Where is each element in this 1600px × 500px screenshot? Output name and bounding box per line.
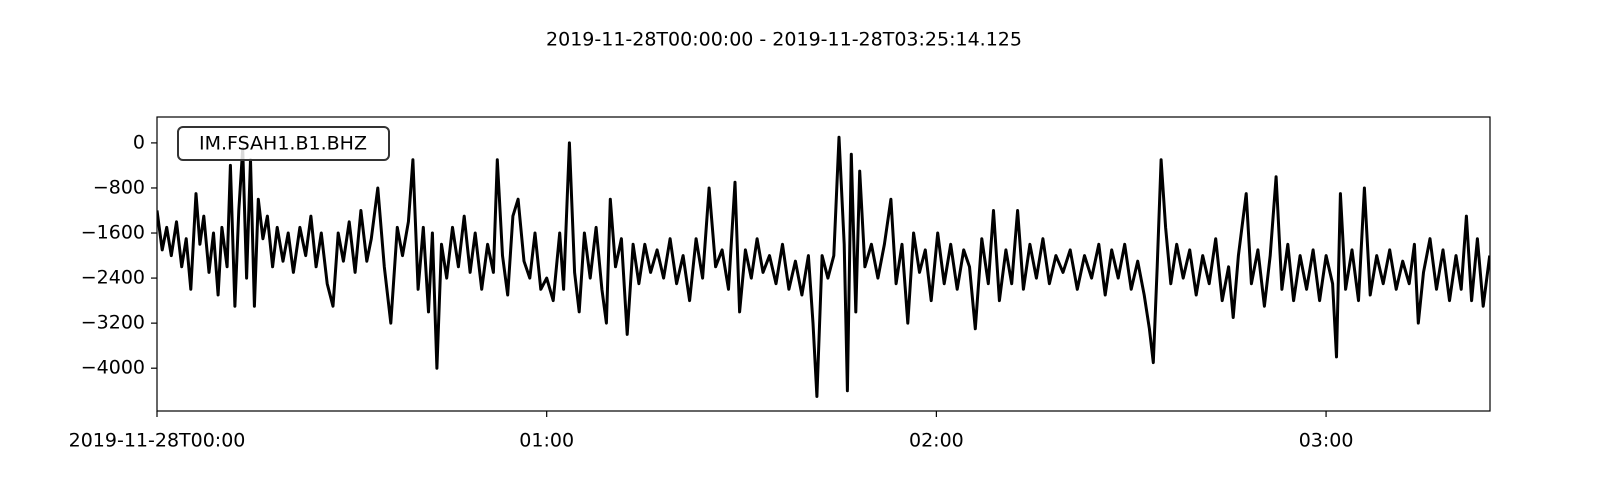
- y-tick-label: −1600: [81, 222, 145, 244]
- y-tick-label: −3200: [81, 312, 145, 334]
- x-tick-label: 2019-11-28T00:00: [69, 430, 246, 452]
- x-tick-label: 01:00: [519, 430, 574, 452]
- y-tick-label: 0: [133, 131, 145, 153]
- plot-frame: [156, 116, 1491, 412]
- y-tick-label: −2400: [81, 267, 145, 289]
- trace: [157, 135, 1490, 398]
- y-tick-label: −800: [93, 176, 145, 198]
- legend-label: IM.FSAH1.B1.BHZ: [199, 133, 367, 155]
- chart-title: 2019-11-28T00:00:00 - 2019-11-28T03:25:1…: [546, 29, 1022, 51]
- x-tick-label: 02:00: [909, 430, 964, 452]
- legend: IM.FSAH1.B1.BHZ: [177, 126, 390, 161]
- legend-box: [177, 126, 390, 161]
- x-tick-label: 03:00: [1299, 430, 1354, 452]
- y-tick-label: −4000: [81, 357, 145, 379]
